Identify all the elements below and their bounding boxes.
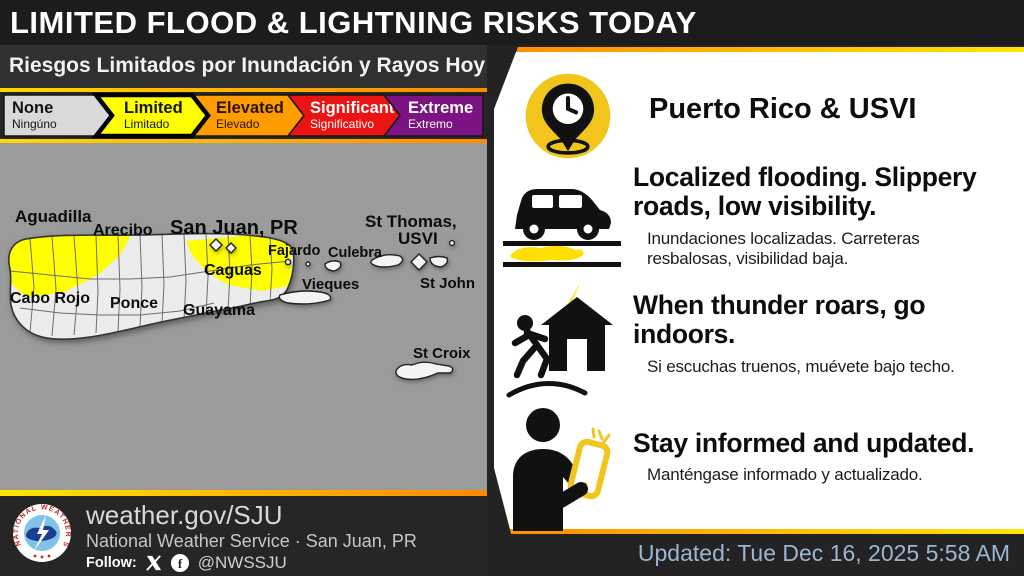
risk-map: Aguadilla Arecibo San Juan, PR Fajardo C… [0, 143, 489, 490]
st-thomas-island [370, 253, 404, 268]
informed-row [503, 405, 621, 536]
risk-segment-none: None Ningúno [3, 94, 113, 137]
nws-logo: NATIONAL WEATHER SERVICE [12, 503, 71, 562]
culebra-island [324, 260, 342, 272]
gradient-rule-top [0, 88, 487, 92]
risk-label-significant: Significant [310, 99, 395, 117]
title-bar: LIMITED FLOOD & LIGHTNING RISKS TODAY [0, 0, 1024, 45]
svg-text:Elevado: Elevado [216, 117, 260, 131]
svg-text:Significativo: Significativo [310, 117, 374, 131]
map-label-ponce: Ponce [110, 295, 158, 312]
gradient-rule-mid [0, 139, 487, 143]
map-label-san-juan: San Juan, PR [170, 217, 298, 239]
map-label-caguas: Caguas [204, 262, 262, 279]
map-label-guayama: Guayama [183, 302, 255, 319]
region-title: Puerto Rico & USVI [649, 93, 917, 125]
informed-title: Stay informed and updated. [633, 428, 975, 458]
location-clock-icon [525, 73, 611, 159]
map-label-st-john: St John [420, 275, 475, 292]
svg-text:Extremo: Extremo [408, 117, 453, 131]
facebook-icon: f [170, 554, 189, 572]
small-cay [284, 258, 292, 266]
risk-label-limited: Limited [124, 99, 183, 117]
page-title: LIMITED FLOOD & LIGHTNING RISKS TODAY [10, 4, 697, 40]
footer-follow-row: Follow: f @NWSSJU [86, 553, 287, 573]
small-cay [448, 239, 456, 247]
map-label-vieques: Vieques [302, 276, 359, 293]
flood-subtitle: Inundaciones localizadas. Carreteras res… [647, 229, 920, 268]
svg-text:Limitado: Limitado [124, 117, 170, 131]
flood-row [501, 171, 623, 276]
st-croix-island [395, 361, 454, 381]
lightning-subtitle: Si escuchas truenos, muévete bajo techo. [647, 357, 955, 376]
x-logo-icon [145, 555, 161, 571]
risk-segment-extreme: Extreme Extremo [382, 94, 484, 137]
risk-label-none: None [12, 99, 53, 117]
map-label-st-croix: St Croix [413, 345, 471, 362]
svg-text:f: f [178, 556, 183, 571]
region-row [523, 71, 613, 166]
footer-url: weather.gov/SJU [86, 500, 283, 530]
svg-text:Ningúno: Ningúno [12, 117, 57, 131]
puerto-rico-island [8, 232, 295, 340]
island-diamond [209, 238, 223, 252]
map-label-usvi: USVI [398, 229, 438, 248]
map-label-st-thomas: St Thomas, [365, 212, 457, 231]
island-diamond [410, 253, 428, 271]
limited-zone-east [186, 235, 292, 291]
flood-title: Localized flooding. Slippery roads, low … [633, 162, 977, 221]
info-panel-column: Puerto Rico & USVI Localized flooding. S… [487, 45, 1024, 576]
map-label-arecibo: Arecibo [93, 222, 153, 239]
person-phone-icon [513, 408, 611, 531]
st-john-island [429, 255, 449, 268]
risk-segment-limited-active: Limited Limitado [91, 92, 211, 139]
subtitle-bar: Riesgos Limitados por Inundación y Rayos… [0, 45, 487, 88]
vieques-island [278, 290, 332, 305]
map-label-culebra: Culebra [328, 245, 383, 261]
limited-zone-northwest [8, 233, 132, 297]
risk-label-elevated: Elevated [216, 99, 284, 117]
lightning-row [501, 283, 625, 406]
gradient-rule-bottom [0, 490, 487, 496]
lightning-title: When thunder roars, go indoors. [633, 290, 926, 349]
car-flood-icon [503, 189, 621, 267]
risk-segment-significant: Significant Significativo [286, 94, 401, 137]
municipality-borders [9, 232, 291, 337]
island-diamond [225, 242, 237, 254]
risk-scale-bar: None Ningúno Elevated Elevado Significan… [0, 92, 487, 139]
running-to-house-lightning-icon [506, 284, 613, 398]
footer-org: National Weather Service · San Juan, PR [86, 531, 417, 551]
map-label-aguadilla: Aguadilla [15, 207, 92, 226]
informed-subtitle: Manténgase informado y actualizado. [647, 465, 923, 484]
footer: NATIONAL WEATHER SERVICE weather.gov/SJU… [0, 496, 487, 576]
map-label-fajardo: Fajardo [268, 243, 321, 259]
follow-label: Follow: [86, 555, 137, 571]
page-subtitle: Riesgos Limitados por Inundación y Rayos… [9, 54, 486, 77]
updated-timestamp: Updated: Tue Dec 16, 2025 5:58 AM [637, 540, 1010, 566]
map-label-cabo-rojo: Cabo Rojo [10, 290, 90, 307]
social-handle: @NWSSJU [197, 553, 287, 572]
small-cay [305, 261, 311, 267]
risk-label-extreme: Extreme [408, 99, 473, 117]
